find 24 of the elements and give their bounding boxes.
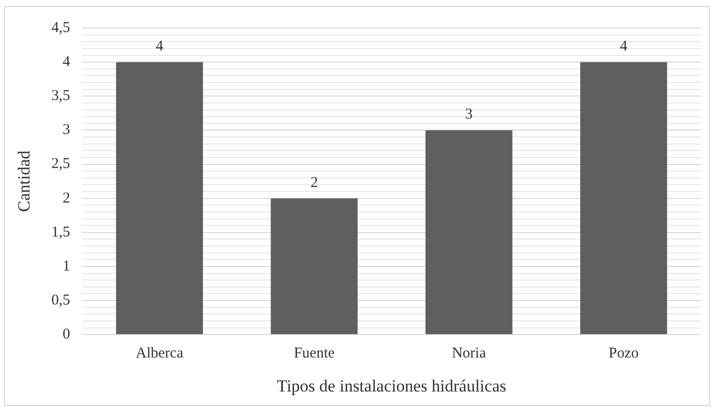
y-tick-label: 4	[62, 54, 71, 70]
y-tick-label: 0	[62, 326, 70, 343]
data-label: 4	[156, 38, 164, 55]
x-tick-label: Noria	[452, 346, 486, 362]
y-tick-label: 3,5	[51, 88, 70, 104]
data-label: 3	[465, 106, 473, 123]
data-label: 4	[620, 38, 628, 55]
data-label: 2	[310, 174, 318, 191]
bar	[270, 198, 358, 334]
y-tick-label: 4,5	[51, 20, 70, 36]
y-axis-title: Cantidad	[14, 150, 34, 212]
x-tick-label: Fuente	[294, 346, 335, 362]
bar	[425, 130, 512, 334]
y-tick-label: 3	[62, 122, 70, 138]
x-axis-title: Tipos de instalaciones hidráulicas	[276, 376, 506, 396]
x-tick-label: Alberca	[136, 346, 184, 362]
y-tick-label: 0,5	[51, 292, 70, 308]
y-tick-label: 1,5	[51, 224, 70, 240]
bar	[116, 62, 203, 334]
y-tick-label: 2	[62, 190, 70, 206]
x-tick-label: Pozo	[608, 346, 639, 362]
bar	[580, 62, 668, 334]
y-tick-label: 1	[62, 258, 70, 274]
y-tick-label: 2,5	[51, 156, 70, 172]
